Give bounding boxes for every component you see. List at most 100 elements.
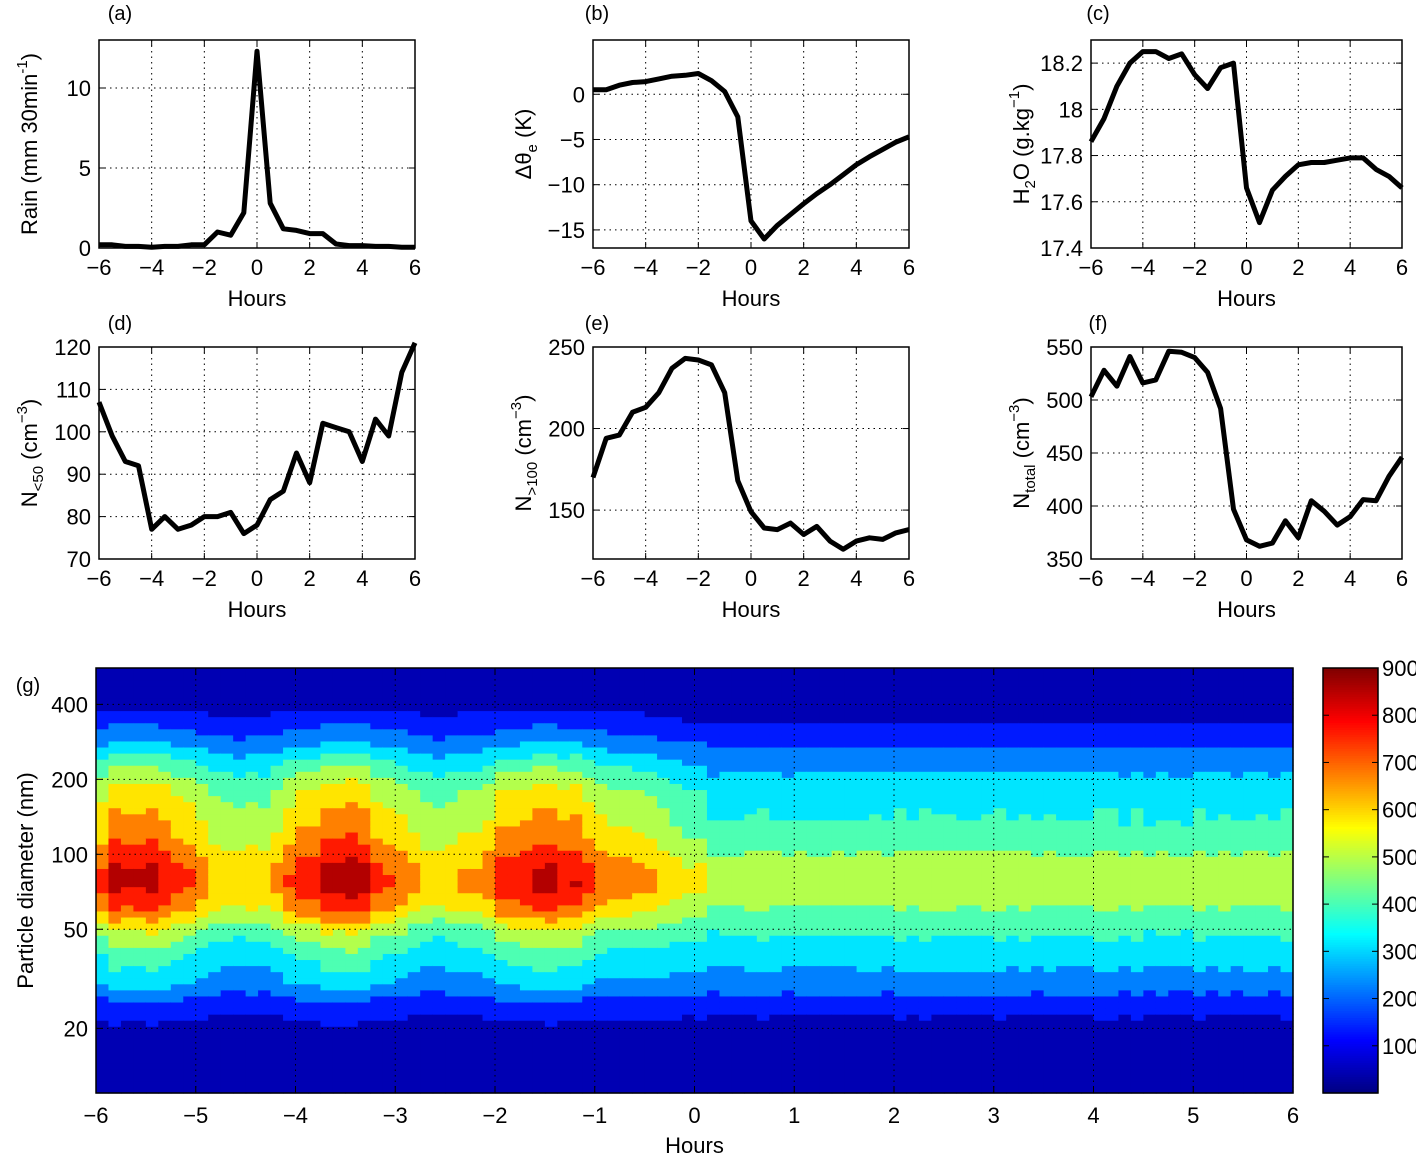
- heatmap-cell: [432, 844, 446, 851]
- heatmap-cell: [582, 850, 596, 857]
- heatmap-cell: [258, 753, 272, 760]
- heatmap-cell: [482, 1068, 496, 1076]
- heatmap-cell: [345, 674, 359, 681]
- heatmap-cell: [395, 1014, 409, 1021]
- heatmap-cell: [445, 1026, 459, 1033]
- heatmap-cell: [669, 880, 683, 888]
- heatmap-cell: [96, 1038, 110, 1046]
- heatmap-cell: [781, 734, 795, 742]
- heatmap-cell: [706, 1044, 721, 1052]
- heatmap-cell: [133, 783, 147, 791]
- heatmap-cell: [869, 789, 883, 797]
- heatmap-cell: [744, 983, 758, 991]
- heatmap-cell: [445, 959, 459, 967]
- heatmap-cell: [744, 941, 758, 948]
- heatmap-cell: [445, 862, 459, 869]
- heatmap-cell: [719, 904, 733, 912]
- heatmap-cell: [844, 910, 858, 918]
- heatmap-cell: [220, 1020, 234, 1027]
- heatmap-cell: [432, 1014, 446, 1021]
- heatmap-cell: [233, 680, 247, 687]
- heatmap-cell: [96, 1032, 110, 1039]
- heatmap-cell: [470, 1068, 484, 1076]
- heatmap-cell: [432, 740, 446, 748]
- heatmap-cell: [731, 856, 745, 863]
- heatmap-cell: [507, 1038, 521, 1046]
- heatmap-cell: [794, 880, 808, 888]
- heatmap-cell: [195, 983, 209, 991]
- heatmap-cell: [756, 965, 770, 973]
- heatmap-cell: [158, 1026, 172, 1033]
- heatmap-cell: [345, 1080, 359, 1088]
- heatmap-cell: [283, 953, 297, 961]
- heatmap-cell: [245, 680, 259, 687]
- heatmap-cell: [582, 989, 596, 997]
- heatmap-cell: [457, 668, 471, 675]
- heatmap-cell: [96, 1020, 110, 1027]
- heatmap-cell: [495, 771, 509, 778]
- heatmap-cell: [270, 686, 284, 693]
- heatmap-cell: [320, 1086, 334, 1094]
- heatmap-cell: [445, 722, 459, 730]
- heatmap-cell: [220, 862, 234, 869]
- heatmap-cell: [120, 989, 135, 997]
- heatmap-cell: [632, 898, 646, 906]
- heatmap-cell: [806, 965, 820, 973]
- heatmap-cell: [495, 923, 509, 930]
- heatmap-cell: [345, 831, 359, 839]
- heatmap-cell: [183, 965, 197, 973]
- heatmap-cell: [158, 995, 172, 1003]
- heatmap-cell: [332, 892, 346, 900]
- heatmap-cell: [706, 880, 721, 888]
- heatmap-cell: [320, 746, 334, 754]
- heatmap-cell: [495, 765, 509, 772]
- heatmap-cell: [407, 995, 421, 1003]
- heatmap-cell: [881, 795, 895, 803]
- heatmap-cell: [856, 904, 870, 912]
- heatmap-cell: [831, 971, 845, 979]
- heatmap-cell: [869, 680, 883, 687]
- heatmap-cell: [594, 746, 608, 754]
- heatmap-cell: [706, 789, 721, 797]
- heatmap-cell: [183, 977, 197, 985]
- heatmap-cell: [794, 789, 808, 797]
- heatmap-cell: [507, 959, 521, 967]
- heatmap-cell: [445, 947, 459, 954]
- heatmap-cell: [507, 686, 521, 693]
- heatmap-cell: [582, 825, 596, 833]
- heatmap-cell: [781, 862, 795, 869]
- heatmap-cell: [233, 868, 247, 876]
- heatmap-cell: [158, 1008, 172, 1015]
- heatmap-cell: [719, 923, 733, 930]
- heatmap-cell: [557, 734, 571, 742]
- heatmap-cell: [307, 1080, 322, 1088]
- heatmap-cell: [307, 1044, 322, 1052]
- heatmap-cell: [158, 698, 172, 706]
- heatmap-cell: [183, 1008, 197, 1015]
- heatmap-cell: [495, 698, 509, 706]
- heatmap-cell: [482, 759, 496, 766]
- heatmap-cell: [170, 1014, 184, 1021]
- heatmap-cell: [245, 874, 259, 882]
- heatmap-cell: [357, 674, 371, 681]
- heatmap-cell: [470, 850, 484, 857]
- heatmap-cell: [208, 1050, 222, 1058]
- heatmap-cell: [831, 783, 845, 791]
- heatmap-cell: [607, 1086, 621, 1094]
- heatmap-cell: [706, 850, 721, 857]
- heatmap-cell: [544, 995, 558, 1003]
- heatmap-cell: [170, 886, 184, 894]
- heatmap-cell: [208, 1026, 222, 1033]
- heatmap-cell: [307, 1038, 322, 1046]
- x-tick-label: 6: [409, 566, 421, 591]
- heatmap-cell: [432, 807, 446, 815]
- heatmap-cell: [208, 850, 222, 857]
- heatmap-cell: [569, 771, 583, 778]
- heatmap-cell: [495, 977, 509, 985]
- heatmap-cell: [519, 746, 534, 754]
- heatmap-cell: [495, 740, 509, 748]
- heatmap-cell: [270, 771, 284, 778]
- heatmap-cell: [619, 1020, 633, 1027]
- heatmap-cell: [382, 923, 396, 930]
- heatmap-cell: [632, 983, 646, 991]
